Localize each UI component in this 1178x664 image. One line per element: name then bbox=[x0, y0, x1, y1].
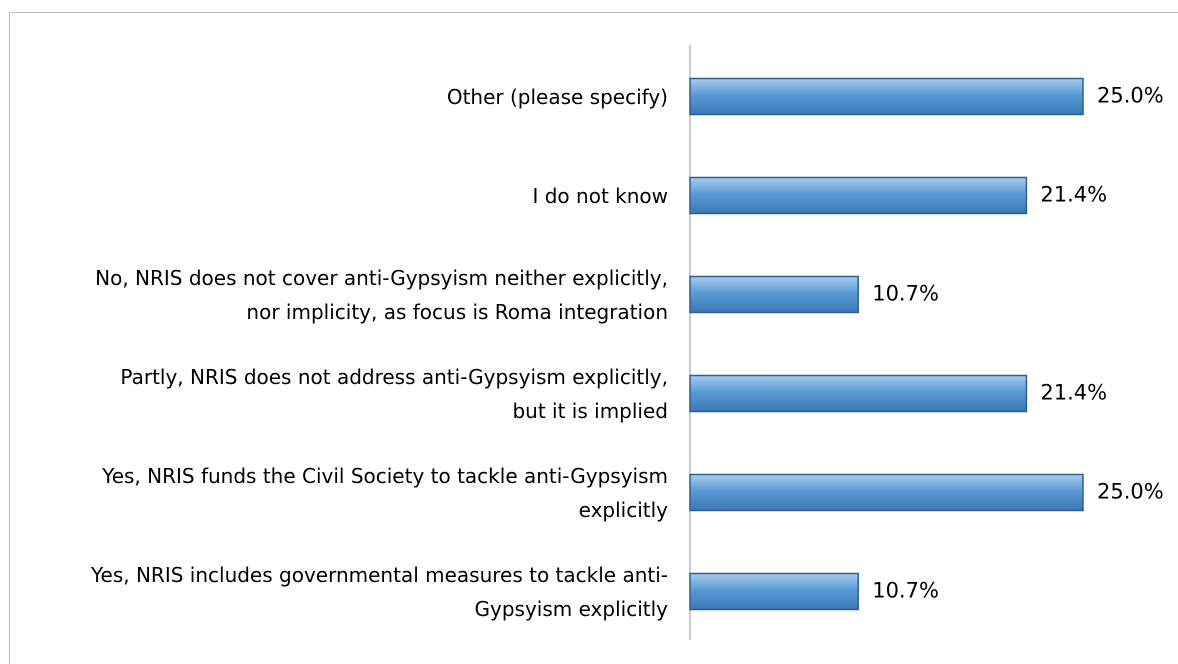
category-label: No, NRIS does not cover anti-Gypsyism ne… bbox=[95, 265, 668, 324]
data-label: 10.7% bbox=[872, 282, 939, 306]
data-label: 21.4% bbox=[1040, 183, 1107, 207]
data-label: 10.7% bbox=[872, 579, 939, 603]
bar bbox=[689, 176, 1028, 215]
bar bbox=[689, 275, 859, 314]
category-label: I do not know bbox=[532, 183, 668, 208]
bar bbox=[689, 473, 1084, 512]
data-label: 25.0% bbox=[1097, 480, 1164, 504]
data-label: 21.4% bbox=[1040, 381, 1107, 405]
bar bbox=[689, 77, 1084, 116]
category-label: Yes, NRIS includes governmental measures… bbox=[90, 562, 668, 621]
data-label: 25.0% bbox=[1097, 84, 1164, 108]
bar bbox=[689, 572, 859, 611]
category-label: Other (please specify) bbox=[446, 84, 668, 109]
category-label: Partly, NRIS does not address anti-Gypsy… bbox=[120, 364, 668, 423]
bar bbox=[689, 374, 1028, 413]
category-label: Yes, NRIS funds the Civil Society to tac… bbox=[102, 463, 668, 522]
chart-frame bbox=[9, 12, 1178, 664]
